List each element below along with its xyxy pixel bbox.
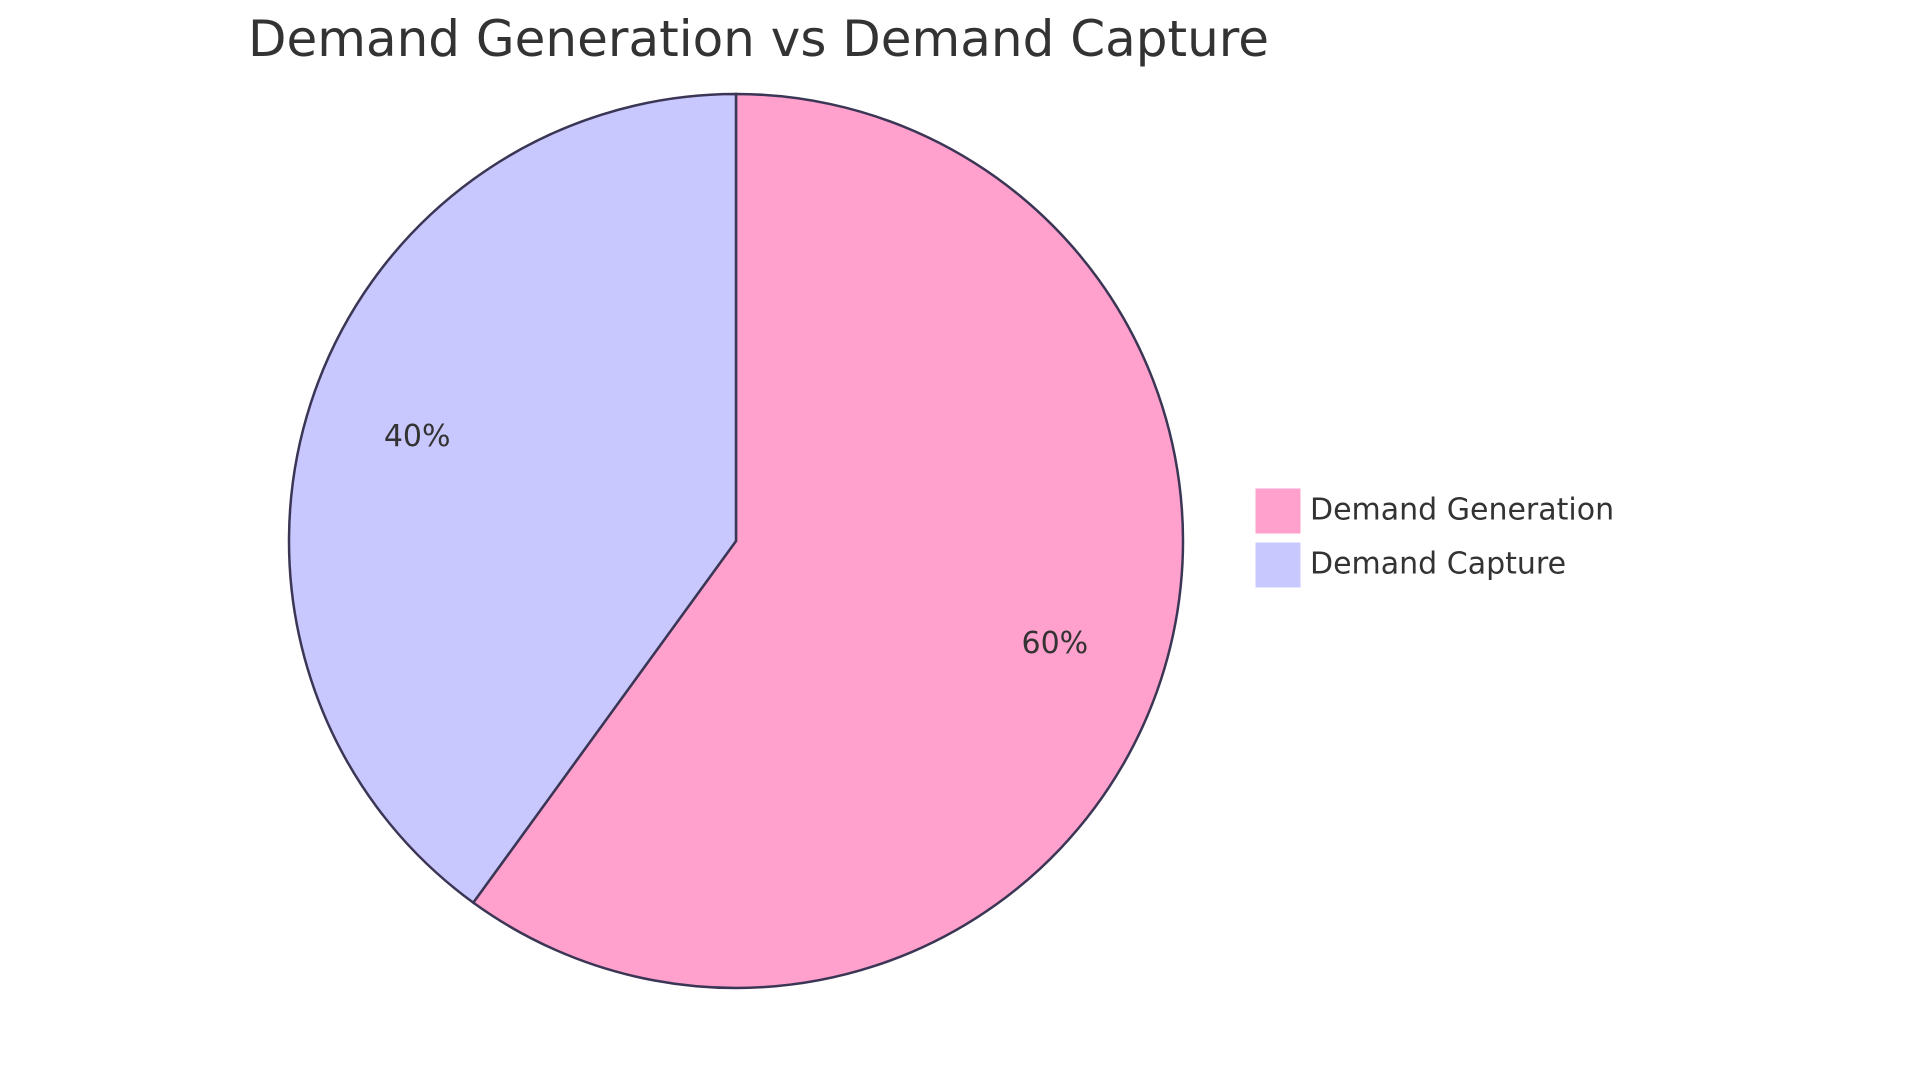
slice-labels: 60% 40%: [384, 419, 1088, 661]
slice-label-demand-capture: 40%: [384, 419, 451, 454]
legend-swatch-demand-generation: [1255, 488, 1301, 534]
pie-slice-demand-capture: [287, 92, 738, 905]
legend-label-demand-generation: Demand Generation: [1310, 493, 1614, 528]
slice-label-demand-generation: 60%: [1021, 626, 1088, 661]
pie-slices: [287, 92, 1185, 990]
pie-slice-demand-generation: [471, 92, 1185, 990]
legend-label-demand-capture: Demand Capture: [1310, 547, 1566, 582]
chart-legend: Demand Generation Demand Capture: [1255, 488, 1614, 588]
legend-swatch-demand-capture: [1255, 542, 1301, 588]
chart-title: Demand Generation vs Demand Capture: [248, 10, 1269, 68]
